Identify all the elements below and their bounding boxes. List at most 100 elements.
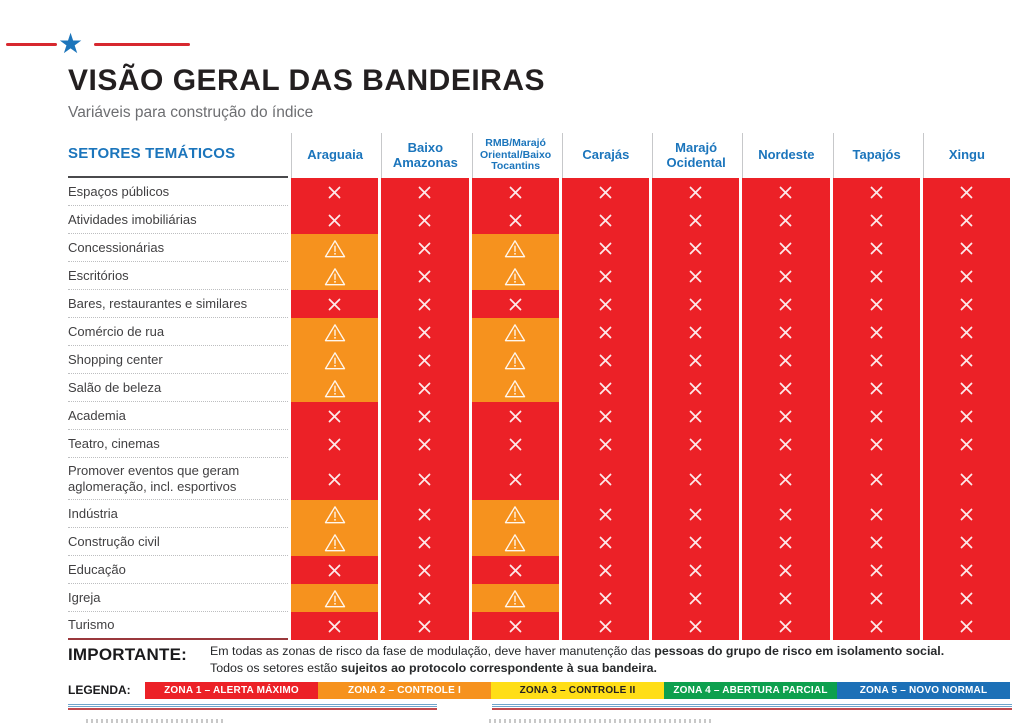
cell-restricted bbox=[652, 290, 740, 318]
cell-restricted bbox=[652, 430, 740, 458]
truncated-caption-left bbox=[86, 719, 226, 723]
cell-restricted bbox=[832, 528, 920, 556]
star-icon: ★ bbox=[58, 27, 84, 60]
cross-icon bbox=[960, 410, 973, 422]
column-header: Carajás bbox=[561, 133, 649, 178]
warning-triangle-icon bbox=[324, 239, 345, 257]
column-header: Tapajós bbox=[832, 133, 920, 178]
cell-restricted bbox=[742, 178, 830, 206]
cross-icon bbox=[779, 298, 792, 310]
text-segment: sujeitos ao protocolo correspondente à s… bbox=[340, 660, 657, 675]
cross-icon bbox=[689, 214, 702, 226]
cell-restricted bbox=[381, 458, 469, 500]
cross-icon bbox=[960, 382, 973, 394]
cell-restricted bbox=[742, 612, 830, 640]
cross-icon bbox=[960, 564, 973, 576]
cell-restricted bbox=[381, 178, 469, 206]
cell-restricted bbox=[471, 556, 559, 584]
cross-icon bbox=[509, 298, 522, 310]
cell-restricted bbox=[922, 178, 1010, 206]
decor-line-left bbox=[6, 43, 57, 46]
cross-icon bbox=[509, 620, 522, 632]
cross-icon bbox=[960, 620, 973, 632]
cell-restricted bbox=[652, 234, 740, 262]
cell-restricted bbox=[561, 178, 649, 206]
cross-icon bbox=[870, 298, 883, 310]
cell-warning bbox=[291, 500, 379, 528]
cell-restricted bbox=[652, 346, 740, 374]
cell-restricted bbox=[561, 206, 649, 234]
cross-icon bbox=[689, 473, 702, 485]
cell-restricted bbox=[561, 374, 649, 402]
cross-icon bbox=[418, 473, 431, 485]
legend: LEGENDA: ZONA 1 – ALERTA MÁXIMO ZONA 2 – … bbox=[68, 681, 1010, 699]
legend-zone-label: ZONA 3 – CONTROLE II bbox=[519, 684, 636, 696]
legend-bar: ZONA 1 – ALERTA MÁXIMO ZONA 2 – CONTROLE … bbox=[145, 681, 1010, 699]
cell-restricted bbox=[652, 528, 740, 556]
cell-restricted bbox=[742, 584, 830, 612]
cell-restricted bbox=[832, 500, 920, 528]
legend-zone-label: ZONA 1 – ALERTA MÁXIMO bbox=[164, 684, 299, 696]
cell-restricted bbox=[561, 528, 649, 556]
row-label: Espaços públicos bbox=[68, 178, 288, 206]
cross-icon bbox=[599, 473, 612, 485]
row-label: Concessionárias bbox=[68, 234, 288, 262]
warning-triangle-icon bbox=[504, 267, 526, 285]
cell-restricted bbox=[922, 528, 1010, 556]
warning-triangle-icon bbox=[504, 533, 526, 551]
row-label: Comércio de rua bbox=[68, 318, 288, 346]
cross-icon bbox=[599, 592, 612, 604]
cell-warning bbox=[291, 262, 379, 290]
cross-icon bbox=[779, 242, 792, 254]
cross-icon bbox=[599, 354, 612, 366]
warning-triangle-icon bbox=[504, 589, 526, 607]
cell-warning bbox=[471, 262, 559, 290]
cross-icon bbox=[960, 242, 973, 254]
cell-restricted bbox=[381, 556, 469, 584]
cell-restricted bbox=[471, 430, 559, 458]
cell-warning bbox=[471, 346, 559, 374]
cell-restricted bbox=[291, 290, 379, 318]
row-label: Indústria bbox=[68, 500, 288, 528]
cell-warning bbox=[291, 346, 379, 374]
cell-restricted bbox=[561, 262, 649, 290]
cell-warning bbox=[471, 374, 559, 402]
important-note: IMPORTANTE: Em todas as zonas de risco d… bbox=[68, 643, 1014, 676]
cell-restricted bbox=[561, 556, 649, 584]
legend-label: LEGENDA: bbox=[68, 683, 131, 697]
column-header: Xingu bbox=[922, 133, 1010, 178]
cross-icon bbox=[509, 438, 522, 450]
cell-restricted bbox=[381, 584, 469, 612]
cross-icon bbox=[689, 242, 702, 254]
cross-icon bbox=[960, 298, 973, 310]
cross-icon bbox=[599, 536, 612, 548]
cross-icon bbox=[689, 326, 702, 338]
row-label: Shopping center bbox=[68, 346, 288, 374]
cell-restricted bbox=[922, 290, 1010, 318]
cross-icon bbox=[418, 270, 431, 282]
cell-restricted bbox=[561, 500, 649, 528]
cell-restricted bbox=[652, 458, 740, 500]
flags-table: SETORES TEMÁTICOS Araguaia Baixo Amazonas R… bbox=[68, 133, 1010, 640]
legend-zone-label: ZONA 5 – NOVO NORMAL bbox=[859, 684, 988, 696]
cross-icon bbox=[599, 410, 612, 422]
cell-restricted bbox=[742, 290, 830, 318]
cell-warning bbox=[471, 234, 559, 262]
cell-restricted bbox=[291, 430, 379, 458]
cross-icon bbox=[509, 410, 522, 422]
cross-icon bbox=[689, 298, 702, 310]
cell-restricted bbox=[652, 612, 740, 640]
cross-icon bbox=[418, 382, 431, 394]
cross-icon bbox=[870, 536, 883, 548]
row-label: Igreja bbox=[68, 584, 288, 612]
cross-icon bbox=[779, 326, 792, 338]
cross-icon bbox=[599, 298, 612, 310]
cell-restricted bbox=[381, 500, 469, 528]
cross-icon bbox=[689, 354, 702, 366]
text-segment: pessoas do grupo de risco em isolamento … bbox=[654, 644, 945, 658]
cell-warning bbox=[291, 374, 379, 402]
cell-restricted bbox=[742, 346, 830, 374]
cell-restricted bbox=[832, 290, 920, 318]
cross-icon bbox=[960, 326, 973, 338]
